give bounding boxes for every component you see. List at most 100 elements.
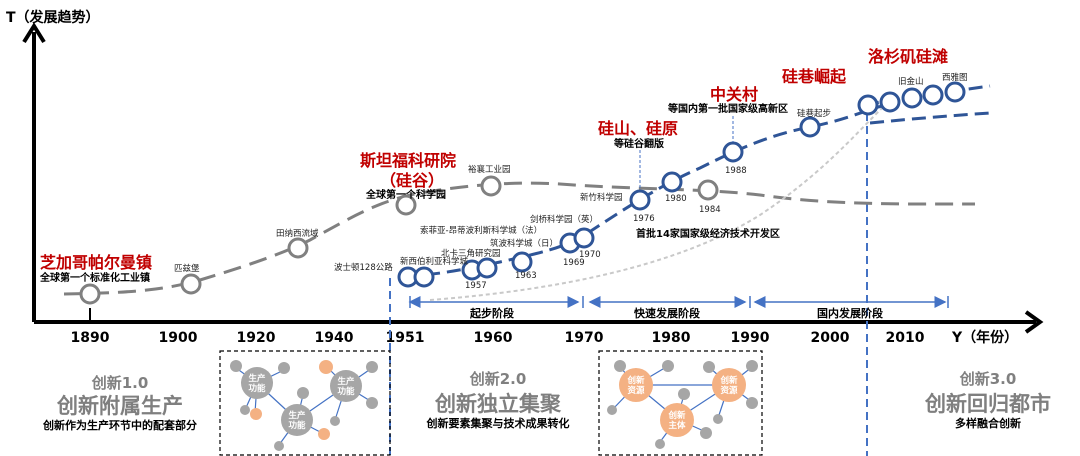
point-1970 xyxy=(573,227,595,249)
net2-node-1 xyxy=(619,368,653,402)
transition-curve xyxy=(429,104,886,301)
point-silicon-alley xyxy=(799,116,821,138)
headline-silicon-hill: 硅山、硅原 xyxy=(598,119,678,138)
b2-title: 创新独立集聚 xyxy=(434,392,562,416)
net1-label-3b: 功能 xyxy=(288,420,306,431)
b3-title: 创新回归都市 xyxy=(924,392,1051,416)
label-pittsburgh: 匹兹堡 xyxy=(174,263,200,274)
x-tick-labels: 1890 1900 1920 1940 1951 1960 1970 1980 … xyxy=(71,330,925,346)
net2-label-2a: 创新 xyxy=(719,375,738,386)
label-boston: 波士顿128公路 xyxy=(334,262,393,273)
label-hsinchu: 新竹科学园 xyxy=(580,192,623,203)
point-pullman xyxy=(79,283,101,305)
headlines: 芝加哥帕尔曼镇 斯坦福科研院 （硅谷） 硅山、硅原 中关村 硅巷崛起 洛杉矶硅滩 xyxy=(40,47,948,272)
label-1988: 1988 xyxy=(725,166,747,176)
tick-2010: 2010 xyxy=(886,330,925,346)
headline-silicon-valley: （硅谷） xyxy=(380,171,444,190)
point-la-1 xyxy=(857,94,879,116)
net1-label-1a: 生产 xyxy=(248,373,266,384)
gray-points xyxy=(79,175,719,305)
point-1976 xyxy=(629,189,651,211)
point-1963 xyxy=(511,251,533,273)
point-research-triangle xyxy=(476,257,498,279)
net2-label-3a: 创新 xyxy=(667,410,686,421)
point-la-2 xyxy=(879,91,901,113)
point-seattle xyxy=(944,81,966,103)
label-first14: 首批14家国家级经济技术开发区 xyxy=(636,227,780,240)
label-novosibirsk: 新西伯利亚科学城 xyxy=(400,256,469,267)
axes: T（发展趋势） Y（年份） xyxy=(6,9,1044,346)
b3-desc: 多样融合创新 xyxy=(955,416,1021,430)
net1-node-3 xyxy=(281,404,313,436)
b1-version: 创新1.0 xyxy=(91,374,149,392)
label-sophia: 索菲亚-昂蒂波利斯科学城（法） xyxy=(420,225,542,236)
net1-label-1b: 功能 xyxy=(248,383,266,394)
bottom-blocks: 创新1.0 创新附属生产 创新作为生产环节中的配套部分 创新2.0 创新独立集聚… xyxy=(42,370,1051,432)
label-tennessee: 田纳西流域 xyxy=(276,228,319,239)
net2-label-1b: 资源 xyxy=(627,385,645,396)
tick-2000: 2000 xyxy=(811,330,850,346)
headline-subs: 全球第一个标准化工业镇 全球第一个科学园 等硅谷翻版 等国内第一批国家级高新区 xyxy=(39,102,788,284)
net1-node-1 xyxy=(241,367,273,399)
x-axis-label: Y（年份） xyxy=(951,329,1018,346)
net2-label-2b: 资源 xyxy=(720,385,738,396)
label-1976: 1976 xyxy=(633,214,655,224)
b2-desc: 创新要素集聚与技术成果转化 xyxy=(426,416,570,430)
net1-label-2b: 功能 xyxy=(337,386,355,397)
headline-pullman: 芝加哥帕尔曼镇 xyxy=(40,253,152,272)
tick-1900: 1900 xyxy=(159,330,198,346)
point-la-4 xyxy=(922,84,944,106)
label-1980: 1980 xyxy=(665,194,687,204)
b2-version: 创新2.0 xyxy=(469,370,527,388)
tick-1951: 1951 xyxy=(386,330,425,346)
headline-silicon-beach: 洛杉矶硅滩 xyxy=(868,47,948,66)
blue-points xyxy=(397,81,966,288)
label-tsukuba: 筑波科学城（日） xyxy=(490,238,558,249)
label-research-triangle: 北卡三角研究园 xyxy=(441,248,501,259)
headline-zhongguancun: 中关村 xyxy=(710,85,758,104)
phase-start: 起步阶段 xyxy=(469,306,514,320)
tick-1940: 1940 xyxy=(315,330,354,346)
net2-label-3b: 主体 xyxy=(668,420,686,431)
net1-label-2a: 生产 xyxy=(337,376,355,387)
label-silicon-alley-start: 硅巷起步 xyxy=(797,108,831,119)
phase-fast: 快速发展阶段 xyxy=(633,306,700,320)
label-1969: 1969 xyxy=(563,258,585,268)
tick-1990: 1990 xyxy=(731,330,770,346)
phase-arrows: 起步阶段 快速发展阶段 国内发展阶段 xyxy=(408,296,949,320)
tick-1890: 1890 xyxy=(71,330,110,346)
innovation-3-curve-b xyxy=(869,111,991,125)
tick-1970: 1970 xyxy=(565,330,604,346)
label-1963: 1963 xyxy=(515,271,537,281)
y-axis-label: T（发展趋势） xyxy=(6,9,100,26)
point-pittsburgh xyxy=(180,273,202,295)
net1-label-3a: 生产 xyxy=(288,410,306,421)
network-1-0: 生产 功能 生产 功能 生产 功能 xyxy=(219,350,391,456)
point-1984 xyxy=(697,179,719,201)
tick-1960: 1960 xyxy=(474,330,513,346)
net2-node-2 xyxy=(712,368,746,402)
net2-node-3 xyxy=(660,403,694,437)
point-labels: 匹兹堡 田纳西流域 裕襄工业园 波士顿128公路 新西伯利亚科学城 北卡三角研究… xyxy=(174,72,968,291)
tick-1920: 1920 xyxy=(237,330,276,346)
b1-title: 创新附属生产 xyxy=(56,394,183,418)
sub-pullman: 全球第一个标准化工业镇 xyxy=(39,271,150,284)
phase-domestic: 国内发展阶段 xyxy=(817,306,883,320)
label-1984: 1984 xyxy=(699,205,721,215)
label-yuxiang: 裕襄工业园 xyxy=(468,164,511,175)
label-sf: 旧金山 xyxy=(898,76,924,87)
label-cambridge: 剑桥科学园（英） xyxy=(530,214,598,225)
sub-stanford: 全球第一个科学园 xyxy=(365,188,446,201)
tick-1980: 1980 xyxy=(652,330,691,346)
net1-node-2 xyxy=(330,370,362,402)
point-novosibirsk xyxy=(413,266,435,288)
label-1970: 1970 xyxy=(579,250,601,260)
y-axis-arrow xyxy=(22,22,46,44)
sub-silicon-hill: 等硅谷翻版 xyxy=(614,137,664,150)
headline-silicon-alley: 硅巷崛起 xyxy=(782,67,847,86)
network-2-0: 创新 资源 创新 资源 创新 主体 xyxy=(598,350,763,456)
point-yuxiang xyxy=(480,175,502,197)
b1-desc: 创新作为生产环节中的配套部分 xyxy=(42,418,197,432)
